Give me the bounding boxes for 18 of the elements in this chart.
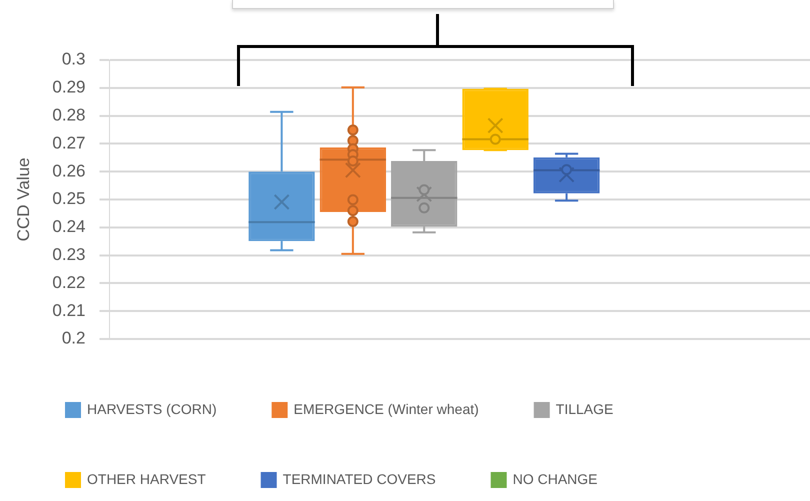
y-tick-label: 0.2	[62, 328, 86, 348]
legend-label: NO CHANGE	[512, 470, 598, 487]
y-tick-label: 0.23	[52, 244, 86, 264]
y-tick-label: 0.24	[52, 217, 86, 236]
y-tick-label: 0.29	[52, 78, 86, 97]
y-tick-label: 0.25	[52, 189, 86, 208]
y-tick-label: 0.21	[52, 300, 86, 320]
y-tick-label: 0.3	[62, 50, 86, 69]
legend-label: HARVESTS (CORN)	[87, 400, 217, 417]
y-tick-label: 0.27	[52, 133, 86, 152]
y-tick-label: 0.28	[52, 105, 86, 124]
y-tick-label: 0.26	[52, 161, 86, 180]
legend-label: OTHER HARVEST	[87, 470, 206, 487]
y-axis-title: CCD Value	[14, 158, 33, 242]
y-tick-label: 0.22	[52, 272, 86, 292]
legend-label: TERMINATED COVERS	[282, 470, 436, 487]
legend-label: TILLAGE	[556, 400, 614, 417]
legend-label: EMERGENCE (Winter wheat)	[294, 400, 479, 417]
